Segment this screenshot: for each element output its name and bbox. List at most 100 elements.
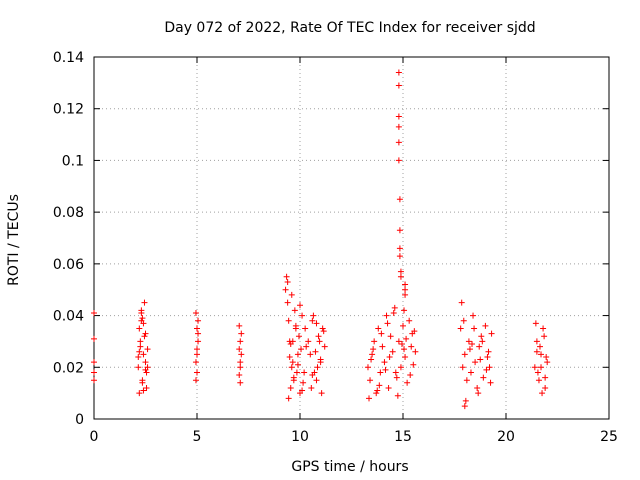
data-point	[287, 384, 294, 391]
data-point	[135, 353, 142, 360]
data-point	[138, 317, 145, 324]
data-point	[309, 317, 316, 324]
data-point	[474, 384, 481, 391]
data-point	[282, 286, 289, 293]
x-tick-label: 10	[291, 429, 309, 445]
data-point	[369, 351, 376, 358]
y-axis-label: ROTI / TECUs	[6, 194, 22, 286]
data-point	[292, 322, 299, 329]
data-point	[303, 343, 310, 350]
data-point	[373, 390, 380, 397]
data-point	[461, 351, 468, 358]
data-point	[136, 390, 143, 397]
data-point	[534, 369, 541, 376]
data-point	[298, 346, 305, 353]
data-point	[238, 351, 245, 358]
y-tick-label: 0.04	[53, 309, 84, 325]
data-point	[476, 343, 483, 350]
data-point	[533, 338, 540, 345]
data-point	[390, 309, 397, 316]
data-point	[194, 369, 200, 376]
data-point	[397, 273, 404, 280]
data-point	[236, 372, 243, 379]
data-point	[544, 359, 551, 366]
data-point	[314, 364, 321, 371]
data-point	[299, 312, 306, 319]
data-point	[320, 328, 327, 335]
data-point	[532, 320, 539, 327]
data-point	[409, 330, 416, 337]
data-point	[397, 364, 404, 371]
data-point	[285, 317, 292, 324]
data-point	[91, 309, 97, 316]
data-point	[479, 338, 486, 345]
data-point	[471, 325, 478, 332]
data-point	[533, 348, 540, 355]
data-point	[407, 372, 414, 379]
data-point	[313, 320, 320, 327]
data-point	[308, 384, 315, 391]
data-point	[402, 281, 409, 288]
data-point	[143, 384, 150, 391]
data-point	[286, 353, 293, 360]
data-point	[381, 359, 388, 366]
data-point	[486, 364, 493, 371]
data-point	[377, 369, 384, 376]
x-tick-label: 5	[193, 429, 202, 445]
data-point	[91, 369, 97, 376]
grid-lines	[94, 57, 609, 419]
data-point	[543, 353, 550, 360]
data-point	[144, 364, 151, 371]
x-tick-label: 25	[600, 429, 618, 445]
data-point	[368, 356, 375, 363]
data-point	[403, 335, 410, 342]
data-point	[395, 123, 402, 130]
data-point	[472, 359, 479, 366]
data-point	[195, 317, 202, 324]
data-point	[395, 157, 402, 164]
data-point	[374, 387, 381, 394]
data-point	[321, 343, 328, 350]
data-point	[458, 299, 465, 306]
data-point	[237, 359, 244, 366]
data-point	[284, 299, 291, 306]
data-point	[392, 369, 399, 376]
data-point	[396, 227, 403, 234]
x-axis-label: GPS time / hours	[291, 459, 408, 475]
y-tick-label: 0.08	[53, 205, 84, 221]
data-point	[469, 341, 476, 348]
data-point	[395, 139, 402, 146]
data-point	[318, 390, 325, 397]
data-point	[140, 351, 147, 358]
data-point	[375, 325, 382, 332]
data-point	[236, 346, 243, 353]
x-tick-label: 20	[497, 429, 515, 445]
data-point	[288, 364, 295, 371]
data-point	[237, 379, 244, 386]
data-point	[401, 346, 408, 353]
data-point	[297, 302, 303, 309]
data-point	[539, 390, 546, 397]
data-point	[466, 346, 473, 353]
data-point	[366, 395, 373, 402]
data-point	[477, 356, 484, 363]
data-point	[538, 364, 545, 371]
data-point	[135, 364, 142, 371]
data-point	[371, 338, 378, 345]
data-point	[408, 343, 415, 350]
data-point	[467, 369, 474, 376]
data-point	[483, 366, 490, 373]
data-point	[305, 338, 312, 345]
data-point	[142, 359, 149, 366]
data-point	[237, 338, 244, 345]
y-tick-label: 0.06	[53, 257, 84, 273]
data-point	[139, 379, 146, 386]
data-point	[383, 312, 390, 319]
data-point	[485, 348, 492, 355]
data-point	[364, 364, 371, 371]
data-point	[475, 390, 482, 397]
data-point	[542, 374, 549, 381]
data-point	[194, 351, 200, 358]
data-point	[531, 364, 538, 371]
data-point	[194, 346, 200, 353]
